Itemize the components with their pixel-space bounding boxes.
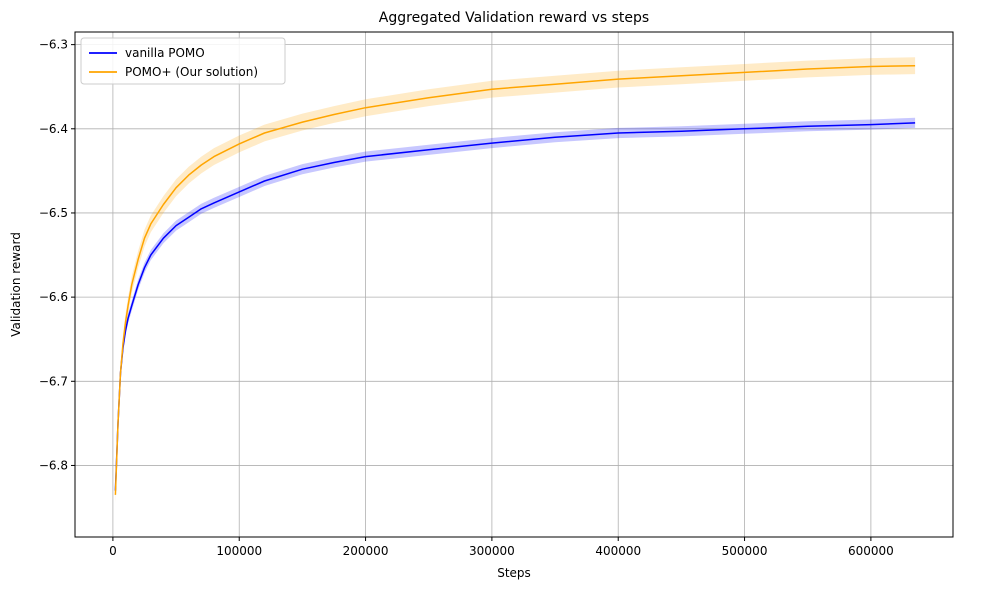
y-axis-label: Validation reward xyxy=(9,232,23,337)
x-tick-label: 500000 xyxy=(722,544,768,558)
x-tick-label: 0 xyxy=(109,544,117,558)
x-tick-label: 100000 xyxy=(216,544,262,558)
y-tick-label: −6.4 xyxy=(39,122,68,136)
y-tick-label: −6.3 xyxy=(39,38,68,52)
legend-box xyxy=(80,37,286,85)
legend-entry-label: vanilla POMO xyxy=(125,46,205,60)
series-line-0 xyxy=(114,122,916,491)
y-axis-ticks: −6.8 −6.7 −6.6 −6.5 −6.4 −6.3 xyxy=(39,38,75,472)
x-tick-label: 200000 xyxy=(343,544,389,558)
legend-entry-label: POMO+ (Our solution) xyxy=(125,65,258,79)
y-tick-label: −6.6 xyxy=(39,290,68,304)
chart-title: Aggregated Validation reward vs steps xyxy=(379,10,649,26)
series-line-1 xyxy=(114,64,916,495)
plot-frame xyxy=(74,31,954,538)
y-tick-label: −6.7 xyxy=(39,374,68,388)
grid xyxy=(75,32,953,537)
x-tick-label: 300000 xyxy=(469,544,515,558)
x-axis-label: Steps xyxy=(497,566,531,580)
x-tick-label: 400000 xyxy=(595,544,641,558)
series-lines xyxy=(114,64,916,495)
x-tick-label: 600000 xyxy=(848,544,894,558)
y-tick-label: −6.8 xyxy=(39,458,68,472)
x-axis-ticks: 0 100000 200000 300000 400000 500000 600000 xyxy=(109,537,894,558)
legend: vanilla POMO POMO+ (Our solution) xyxy=(80,37,286,85)
y-tick-label: −6.5 xyxy=(39,206,68,220)
